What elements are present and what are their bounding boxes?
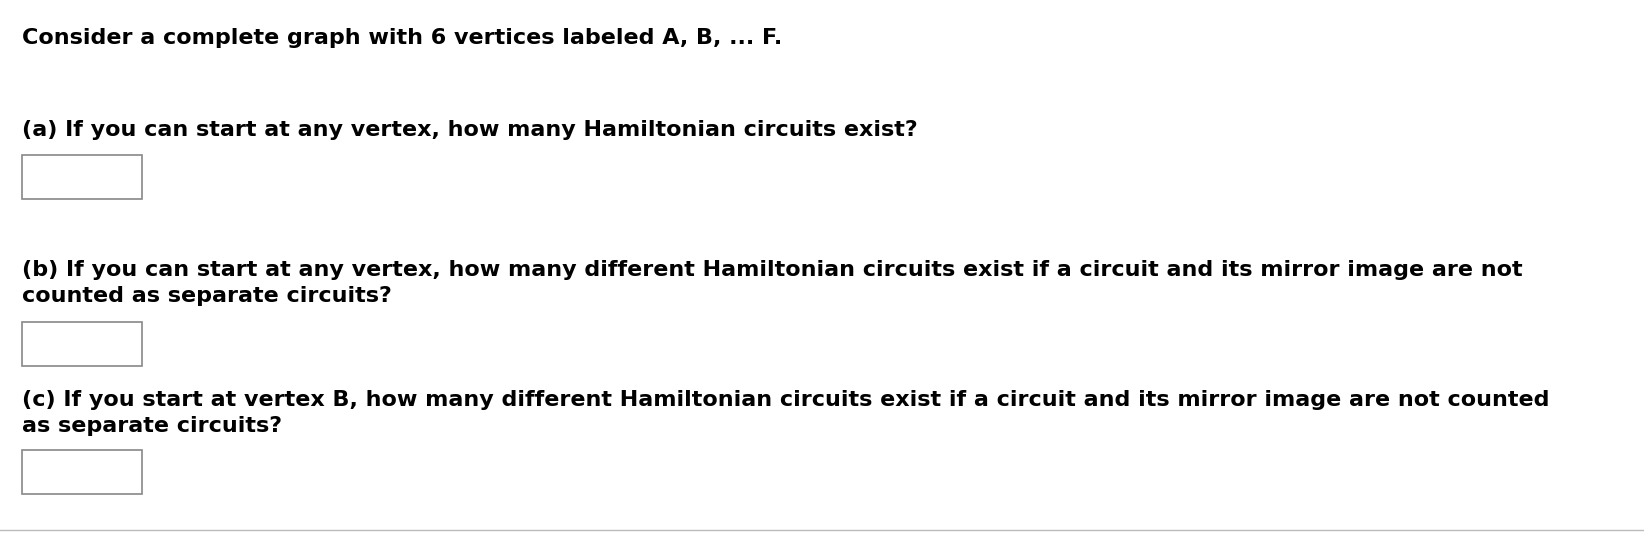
Text: (a) If you can start at any vertex, how many Hamiltonian circuits exist?: (a) If you can start at any vertex, how … xyxy=(21,120,917,140)
Text: (c) If you start at vertex B, how many different Hamiltonian circuits exist if a: (c) If you start at vertex B, how many d… xyxy=(21,390,1550,436)
Bar xyxy=(21,322,141,366)
Bar xyxy=(21,155,141,199)
Text: (b) If you can start at any vertex, how many different Hamiltonian circuits exis: (b) If you can start at any vertex, how … xyxy=(21,260,1522,306)
Bar xyxy=(21,450,141,494)
Text: Consider a complete graph with 6 vertices labeled A, B, ... F.: Consider a complete graph with 6 vertice… xyxy=(21,28,783,48)
